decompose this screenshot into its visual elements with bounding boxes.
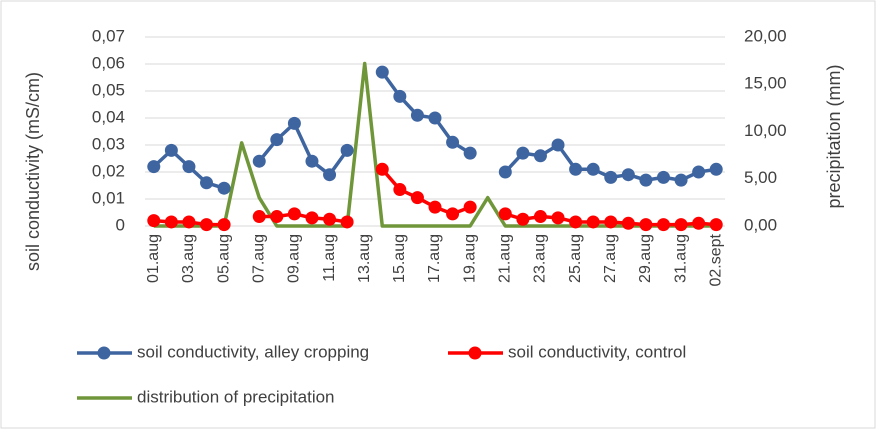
- data-point: [147, 214, 161, 228]
- data-point: [252, 154, 266, 168]
- x-tick-label: 05.aug: [215, 234, 232, 283]
- data-point: [305, 211, 319, 225]
- data-point: [533, 149, 547, 163]
- data-point: [340, 143, 354, 157]
- data-point: [709, 218, 723, 232]
- y-tick-label: 0,07: [92, 26, 125, 45]
- data-point: [164, 215, 178, 229]
- x-tick-label: 19.aug: [461, 234, 478, 283]
- data-point: [270, 210, 284, 224]
- data-point: [656, 218, 670, 232]
- data-point: [604, 170, 618, 184]
- data-point: [569, 215, 583, 229]
- x-tick-label: 01.aug: [145, 234, 162, 283]
- data-point: [446, 135, 460, 149]
- x-tick-label: 21.aug: [497, 234, 514, 283]
- data-point: [639, 173, 653, 187]
- x-tick-label: 09.aug: [286, 234, 303, 283]
- data-point: [410, 191, 424, 205]
- data-point: [323, 168, 337, 182]
- x-tick-label: 27.aug: [602, 234, 619, 283]
- data-point: [217, 218, 231, 232]
- y-tick-label: 0,01: [92, 188, 125, 207]
- data-point: [604, 215, 618, 229]
- data-point: [164, 143, 178, 157]
- legend-marker: [97, 346, 111, 360]
- y2-axis-title: precipitation (mm): [824, 64, 844, 208]
- data-point: [270, 133, 284, 147]
- legend-marker: [468, 346, 482, 360]
- data-point: [305, 154, 319, 168]
- data-point: [463, 146, 477, 160]
- data-point: [498, 165, 512, 179]
- y-tick-label: 0: [116, 215, 125, 234]
- x-tick-label: 11.aug: [321, 234, 338, 282]
- data-point: [569, 162, 583, 176]
- data-point: [446, 207, 460, 221]
- data-point: [410, 108, 424, 122]
- legend-label: soil conductivity, alley cropping: [137, 342, 369, 361]
- data-point: [692, 165, 706, 179]
- data-point: [323, 212, 337, 226]
- data-point: [516, 146, 530, 160]
- x-tick-label: 02.sept: [707, 233, 724, 286]
- data-point: [516, 212, 530, 226]
- data-point: [375, 65, 389, 79]
- data-point: [674, 218, 688, 232]
- data-point: [656, 170, 670, 184]
- data-point: [639, 218, 653, 232]
- data-point: [393, 183, 407, 197]
- y-axis-title: soil conductivity (mS/cm): [23, 72, 43, 271]
- y-tick-label: 0,06: [92, 53, 125, 72]
- data-point: [621, 168, 635, 182]
- data-point: [200, 176, 214, 190]
- x-tick-label: 17.aug: [426, 234, 443, 283]
- data-point: [252, 210, 266, 224]
- data-point: [463, 200, 477, 214]
- data-point: [533, 210, 547, 224]
- y-tick-label: 0,03: [92, 134, 125, 153]
- data-point: [200, 218, 214, 232]
- data-point: [674, 173, 688, 187]
- data-point: [621, 216, 635, 230]
- data-point: [428, 200, 442, 214]
- data-point: [287, 116, 301, 130]
- y-tick-label: 0,02: [92, 161, 125, 180]
- y-tick-label: 0,05: [92, 80, 125, 99]
- x-tick-label: 31.aug: [672, 234, 689, 283]
- data-point: [586, 162, 600, 176]
- y2-tick-label: 15,00: [744, 74, 787, 93]
- legend-label: soil conductivity, control: [508, 342, 686, 361]
- x-tick-label: 23.aug: [532, 234, 549, 283]
- x-tick-label: 29.aug: [637, 234, 654, 283]
- data-point: [340, 215, 354, 229]
- x-tick-label: 03.aug: [180, 234, 197, 283]
- data-point: [287, 207, 301, 221]
- data-point: [375, 162, 389, 176]
- x-tick-label: 13.aug: [356, 234, 373, 283]
- x-tick-label: 15.aug: [391, 234, 408, 283]
- y2-tick-label: 20,00: [744, 26, 787, 45]
- y-tick-label: 0,04: [92, 107, 125, 126]
- x-tick-label: 07.aug: [250, 234, 267, 283]
- y2-tick-label: 5,00: [744, 168, 777, 187]
- x-tick-label: 25.aug: [567, 234, 584, 283]
- data-point: [393, 89, 407, 103]
- data-point: [551, 211, 565, 225]
- data-point: [182, 215, 196, 229]
- y2-tick-label: 10,00: [744, 121, 787, 140]
- data-point: [692, 216, 706, 230]
- data-point: [428, 111, 442, 125]
- data-point: [551, 138, 565, 152]
- data-point: [217, 181, 231, 195]
- data-point: [709, 162, 723, 176]
- data-point: [147, 160, 161, 174]
- data-point: [498, 207, 512, 221]
- y2-tick-label: 0,00: [744, 215, 777, 234]
- data-point: [586, 215, 600, 229]
- legend-label: distribution of precipitation: [137, 387, 335, 406]
- data-point: [182, 160, 196, 174]
